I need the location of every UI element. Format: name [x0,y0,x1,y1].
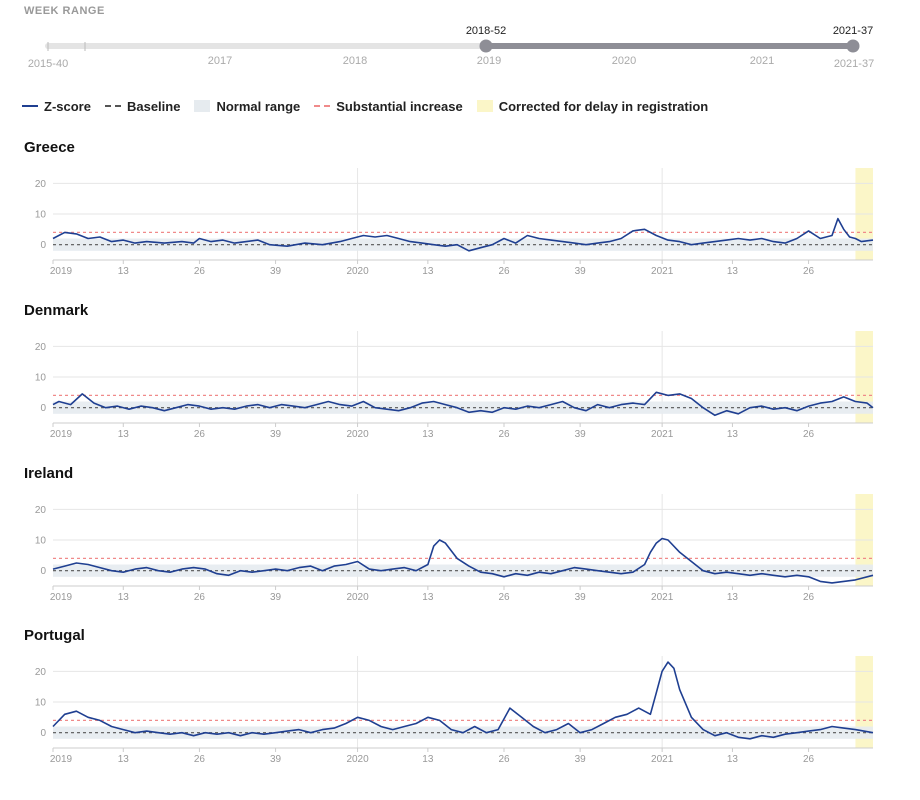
x-tick-label: 26 [194,429,206,440]
x-tick-label: 26 [498,266,510,277]
x-tick-label: 39 [270,754,282,765]
x-tick-label: 13 [422,429,434,440]
x-tick-label: 39 [575,592,587,603]
y-tick-label: 0 [40,566,46,577]
x-tick-label: 13 [422,266,434,277]
chart-panel-greece: 0 10 20 2019 13 26 39 2020 13 26 39 2021 13 26 [35,168,874,277]
y-tick-label: 10 [35,373,47,384]
slider-start-value: 2018-52 [466,25,506,37]
legend-item-z-score: Z-score [22,99,91,114]
week-range-label: WEEK RANGE [24,5,105,17]
x-tick-label: 2020 [346,754,369,765]
legend-item-normal-range: Normal range [194,99,300,114]
y-tick-label: 20 [35,505,47,516]
y-tick-label: 20 [35,179,47,190]
x-tick-label: 2019 [50,429,73,440]
slider-year-tick: 2020 [612,55,636,67]
chart-panel-ireland: 0 10 20 2019 13 26 39 2020 13 26 39 2021 13 26 [35,494,874,603]
x-tick-label: 13 [727,266,739,277]
y-tick-label: 10 [35,536,47,547]
panel-title-portugal: Portugal [24,627,85,644]
x-tick-label: 26 [803,754,815,765]
x-tick-label: 26 [803,592,815,603]
x-tick-label: 2021 [651,266,674,277]
x-tick-label: 26 [498,754,510,765]
x-tick-label: 13 [118,266,130,277]
slider-min-label: 2015-40 [28,58,68,70]
x-tick-label: 13 [422,754,434,765]
x-tick-label: 39 [575,754,587,765]
legend-item-substantial-increase: Substantial increase [314,98,463,114]
x-tick-label: 26 [498,592,510,603]
x-tick-label: 39 [270,429,282,440]
legend-label: Normal range [216,98,301,114]
chart-panel-denmark: 0 10 20 2019 13 26 39 2020 13 26 39 2021 13 26 [35,331,874,440]
x-tick-label: 2021 [651,754,674,765]
x-tick-label: 26 [803,266,815,277]
x-tick-label: 2020 [346,429,369,440]
legend-label: Baseline [126,98,181,114]
z-score-line [52,537,874,584]
week-range-slider[interactable]: 2015-40 2021-37 2017 2018 2019 2020 2021 2018-5… [0,0,920,82]
x-tick-label: 26 [194,266,206,277]
x-tick-label: 2021 [651,429,674,440]
y-tick-label: 0 [40,403,46,414]
x-tick-label: 2019 [50,592,73,603]
slider-max-label: 2021-37 [834,58,874,70]
y-tick-label: 10 [35,698,47,709]
y-tick-label: 20 [35,342,47,353]
x-tick-label: 13 [118,429,130,440]
baseline-swatch [104,105,121,107]
x-tick-label: 13 [118,754,130,765]
x-tick-label: 2020 [346,592,369,603]
legend-item-baseline: Baseline [104,98,181,114]
y-tick-label: 20 [35,667,47,678]
normal-range-swatch [194,100,211,112]
slider-year-tick: 2021 [750,55,774,67]
x-tick-label: 39 [270,266,282,277]
x-tick-label: 13 [727,429,739,440]
x-tick-label: 26 [194,592,206,603]
legend-label: Z-score [44,98,91,114]
corrected-swatch [476,100,493,112]
y-tick-label: 10 [35,210,47,221]
y-tick-label: 0 [40,728,46,739]
z-score-line [52,217,874,252]
x-tick-label: 2019 [50,754,73,765]
chart-panel-portugal: 0 10 20 2019 13 26 39 2020 13 26 39 2021 13 26 [35,656,874,765]
slider-start-handle[interactable] [479,39,493,53]
legend-label: Corrected for delay in registration [498,98,709,114]
slider-year-tick: 2018 [343,55,367,67]
x-tick-label: 13 [727,592,739,603]
slider-end-handle[interactable] [846,39,860,53]
x-tick-label: 2020 [346,266,369,277]
z-score-line [52,661,874,740]
x-tick-label: 26 [194,754,206,765]
slider-year-tick: 2017 [208,55,232,67]
x-tick-label: 39 [575,429,587,440]
x-tick-label: 39 [270,592,282,603]
x-tick-label: 13 [422,592,434,603]
panel-title-ireland: Ireland [24,465,74,482]
legend-item-corrected: Corrected for delay in registration [476,98,709,114]
z-score-line [52,391,874,417]
x-tick-label: 2019 [50,266,73,277]
slider-year-tick: 2019 [477,55,501,67]
x-tick-label: 13 [727,754,739,765]
panel-title-denmark: Denmark [24,302,89,319]
legend: Z-score Baseline Normal range Substantia… [22,97,722,115]
x-tick-label: 2021 [651,592,674,603]
x-tick-label: 39 [575,266,587,277]
slider-end-value: 2021-37 [833,25,873,37]
legend-label: Substantial increase [336,98,463,114]
substantial-increase-swatch [314,105,331,107]
panel-title-greece: Greece [24,139,75,156]
x-tick-label: 26 [498,429,510,440]
x-tick-label: 26 [803,429,815,440]
z-score-swatch [22,105,38,107]
x-tick-label: 13 [118,592,130,603]
y-tick-label: 0 [40,240,46,251]
